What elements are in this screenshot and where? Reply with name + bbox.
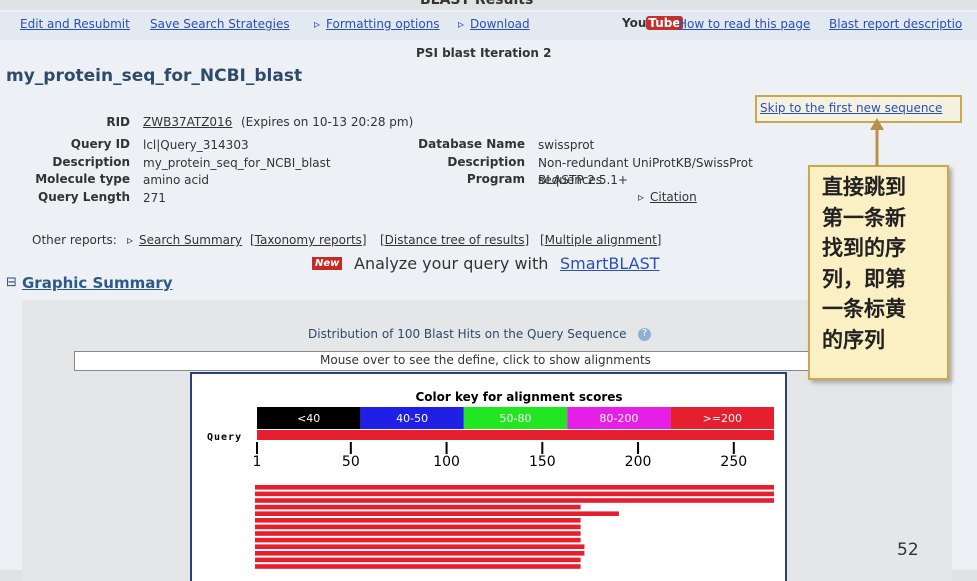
toolbar-link[interactable]: Edit and Resubmit bbox=[20, 17, 130, 31]
help-link[interactable]: Blast report descriptio bbox=[829, 17, 963, 31]
report-arrow: ▹ bbox=[127, 233, 134, 247]
query-title: my_protein_seq_for_NCBI_blast bbox=[6, 66, 303, 86]
key-swatch bbox=[257, 407, 361, 429]
report-link[interactable]: Search Summary bbox=[139, 233, 243, 247]
hit-bar bbox=[255, 564, 581, 569]
info-value: Non-redundant UniProtKB/SwissProt sequen… bbox=[538, 155, 753, 187]
report-link[interactable]: [Taxonomy reports] bbox=[250, 233, 367, 247]
info-value: amino acid bbox=[143, 173, 210, 187]
hit-bar bbox=[255, 511, 619, 516]
toolbar-arrow: ▹ bbox=[314, 17, 321, 31]
citation-arrow: ▹ bbox=[638, 190, 645, 204]
arrow-head bbox=[870, 118, 884, 130]
hint-text: Mouse over to see the define, click to s… bbox=[320, 353, 651, 367]
info-value: lcl|Query_314303 bbox=[143, 138, 249, 152]
page-title: BLAST Results bbox=[420, 0, 534, 8]
info-label: Database Name bbox=[418, 137, 525, 151]
info-label: Program bbox=[466, 172, 525, 186]
hit-bar bbox=[255, 531, 581, 536]
callout-line: 直接跳到 bbox=[822, 174, 906, 199]
info-value: BLASTP 2.5.1+ bbox=[538, 173, 628, 187]
x-tick-label: 250 bbox=[720, 454, 747, 470]
graphic-title: Distribution of 100 Blast Hits on the Qu… bbox=[308, 327, 627, 341]
key-label: <40 bbox=[297, 412, 320, 425]
hit-bar bbox=[255, 524, 581, 530]
key-swatch bbox=[360, 407, 464, 429]
rid-link[interactable]: ZWB37ATZ016 bbox=[143, 115, 233, 129]
rid-expires: (Expires on 10-13 20:28 pm) bbox=[241, 115, 414, 129]
citation-link[interactable]: Citation bbox=[650, 190, 697, 204]
query-bar bbox=[257, 430, 774, 440]
x-tick-label: 150 bbox=[529, 454, 556, 470]
graphic-summary-chart: Color key for alignment scores <40 40-50 50… bbox=[190, 372, 787, 581]
x-tick-label: 50 bbox=[342, 454, 360, 470]
x-tick-label: 1 bbox=[253, 454, 262, 470]
key-title: Color key for alignment scores bbox=[415, 390, 622, 404]
x-tick-label: 100 bbox=[433, 454, 460, 470]
toolbar-link[interactable]: Save Search Strategies bbox=[150, 17, 290, 31]
callout-line: 一条标黄 bbox=[822, 296, 906, 321]
key-label: >=200 bbox=[703, 412, 742, 425]
callout-arrow bbox=[870, 118, 884, 166]
info-value: my_protein_seq_for_NCBI_blast bbox=[143, 155, 331, 170]
hit-bar bbox=[255, 537, 581, 543]
key-label: 40-50 bbox=[396, 412, 428, 425]
callout-box bbox=[808, 165, 949, 380]
key-swatch bbox=[463, 407, 568, 429]
skip-box bbox=[755, 95, 962, 123]
smartblast-text: Analyze your query with bbox=[354, 254, 549, 273]
youtube-logo[interactable]: You Tube bbox=[622, 16, 683, 30]
toolbar-link[interactable]: Download bbox=[470, 17, 530, 31]
hit-bar bbox=[255, 485, 774, 490]
hit-bar bbox=[255, 557, 581, 563]
hit-bar bbox=[255, 518, 581, 523]
help-link[interactable]: How to read this page bbox=[678, 17, 811, 31]
hit-bar bbox=[255, 504, 581, 510]
report-link[interactable]: [Distance tree of results] bbox=[380, 233, 530, 247]
callout-line: 的序列 bbox=[822, 326, 885, 352]
key-label: 80-200 bbox=[599, 412, 638, 425]
callout-line: 列，即第 bbox=[822, 265, 906, 291]
help-icon[interactable]: ? bbox=[638, 328, 651, 341]
logo-you: You bbox=[622, 16, 647, 30]
key-label: 50-80 bbox=[500, 412, 532, 425]
query-label: Query bbox=[207, 432, 242, 443]
info-value: swissprot bbox=[538, 138, 595, 152]
iteration: PSI blast Iteration 2 bbox=[416, 46, 552, 60]
hit-bar bbox=[255, 498, 774, 503]
collapse-icon[interactable]: ⊟ bbox=[6, 275, 17, 290]
skip-link[interactable]: Skip to the first new sequence bbox=[760, 101, 943, 115]
info-label: Query Length bbox=[38, 189, 130, 204]
key-swatch bbox=[567, 407, 671, 429]
graphic-summary-heading[interactable]: Graphic Summary bbox=[22, 274, 173, 292]
info-label: Query ID bbox=[70, 137, 130, 151]
rid-label: RID bbox=[106, 115, 130, 129]
slide-number: 52 bbox=[897, 540, 919, 560]
toolbar-arrow: ▹ bbox=[458, 17, 465, 31]
info-value: 271 bbox=[143, 190, 166, 205]
hit-bar bbox=[255, 551, 585, 556]
callout-text: 直接跳到第一条新找到的序列，即第一条标黄的序列 bbox=[822, 172, 906, 355]
logo-tube: Tube bbox=[646, 16, 683, 30]
key-swatch bbox=[670, 407, 774, 429]
callout-line: 找到的序 bbox=[822, 235, 906, 260]
other-reports-label: Other reports: bbox=[32, 233, 117, 247]
info-label: Description bbox=[447, 154, 525, 169]
info-label: Molecule type bbox=[35, 172, 130, 186]
x-tick-label: 200 bbox=[625, 454, 652, 470]
report-link[interactable]: [Multiple alignment] bbox=[540, 233, 662, 247]
new-badge: New bbox=[312, 257, 343, 270]
hit-bar bbox=[255, 544, 585, 549]
callout-line: 第一条新 bbox=[822, 204, 906, 230]
toolbar bbox=[0, 12, 977, 40]
smartblast-link[interactable]: SmartBLAST bbox=[560, 254, 660, 273]
info-label: Description bbox=[52, 154, 130, 169]
toolbar-link[interactable]: Formatting options bbox=[326, 17, 440, 31]
hit-bar bbox=[255, 491, 774, 497]
